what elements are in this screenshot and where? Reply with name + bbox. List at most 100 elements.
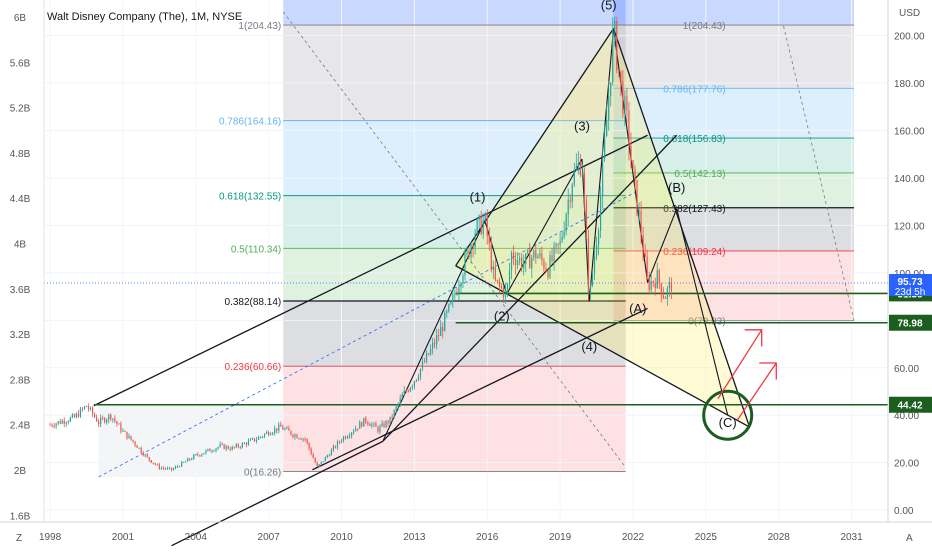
candle-body xyxy=(478,215,480,220)
fib-right-zone xyxy=(613,138,854,173)
candle-body xyxy=(197,454,199,456)
candle-body xyxy=(106,419,108,423)
time-tick-label: 2004 xyxy=(185,532,208,543)
fib-right-zone xyxy=(613,172,854,208)
candle-body xyxy=(168,467,171,469)
candle-body xyxy=(492,266,494,270)
candle-body xyxy=(122,430,124,432)
candle-body xyxy=(292,434,294,437)
candle-body xyxy=(638,211,640,214)
candle-body xyxy=(527,250,529,254)
candle-body xyxy=(166,468,169,470)
candle-body xyxy=(589,284,592,293)
candle-body xyxy=(330,449,333,456)
candle-body xyxy=(49,424,51,426)
fib-left-level-label: 0.382(88.14) xyxy=(225,297,282,308)
fib-left-level-label: 0.5(110.34) xyxy=(231,244,281,255)
price-tick-label: 0.00 xyxy=(894,506,914,517)
candle-body xyxy=(373,423,375,425)
candle-body xyxy=(602,158,604,197)
candle-body xyxy=(213,450,215,452)
candle-body xyxy=(425,353,428,362)
candle-body xyxy=(604,136,606,159)
candle-body xyxy=(547,270,549,278)
candle-body xyxy=(429,348,432,355)
candle-body xyxy=(415,379,418,382)
auto-scale-icon[interactable]: A xyxy=(906,533,913,544)
candle-body xyxy=(264,433,266,437)
time-tick-label: 2022 xyxy=(622,532,645,543)
candle-body xyxy=(217,446,219,449)
candle-body xyxy=(405,390,407,392)
candle-body xyxy=(284,428,286,430)
candle-body xyxy=(162,467,165,469)
candle-body xyxy=(474,233,476,248)
candle-body xyxy=(668,282,671,289)
candle-body xyxy=(136,445,138,448)
volume-tick-label: 1.6B xyxy=(10,511,31,522)
candle-body xyxy=(583,173,586,201)
candle-body xyxy=(397,403,399,407)
candle-body xyxy=(112,418,114,420)
candle-body xyxy=(353,431,355,433)
candle-body xyxy=(261,436,264,438)
time-tick-label: 2016 xyxy=(476,532,499,543)
candle-body xyxy=(229,448,231,450)
candle-body xyxy=(482,220,484,235)
candle-body xyxy=(634,168,636,180)
leg-c xyxy=(676,208,729,416)
candle-body xyxy=(510,252,513,271)
fib-right-level-label: 0.236(109.24) xyxy=(663,247,725,258)
leg-5 xyxy=(588,28,615,302)
candle-body xyxy=(419,368,422,377)
candle-body xyxy=(361,422,363,427)
candle-body xyxy=(452,293,454,302)
candle-body xyxy=(407,391,409,393)
wave-label: (5) xyxy=(601,0,617,12)
target-circle xyxy=(702,389,754,441)
candle-body xyxy=(223,444,225,449)
candle-body xyxy=(189,458,191,460)
candle-body xyxy=(288,427,290,431)
candle-body xyxy=(69,417,71,422)
candle-body xyxy=(294,434,296,437)
fib-left-level-label: 0.786(164.16) xyxy=(219,117,281,128)
candle-body xyxy=(259,436,262,438)
candle-body xyxy=(624,96,626,115)
fib-left-level-label: 0(16.26) xyxy=(244,468,281,479)
shaded-band xyxy=(98,403,284,477)
arrow-up-1 xyxy=(717,329,763,399)
candle-body xyxy=(96,417,98,422)
candle-body xyxy=(201,454,203,456)
candle-body xyxy=(318,464,320,467)
candle-body xyxy=(83,406,86,409)
candle-body xyxy=(61,420,63,424)
candle-body xyxy=(640,211,642,236)
candle-body xyxy=(442,326,444,332)
candle-body xyxy=(506,284,509,290)
candle-body xyxy=(608,96,610,120)
candle-body xyxy=(207,448,209,451)
candle-body xyxy=(257,437,260,440)
candle-body xyxy=(462,275,464,284)
fib-right-level-label: 1(204.43) xyxy=(683,21,726,32)
candle-body xyxy=(563,231,565,237)
candle-body xyxy=(517,260,519,266)
candle-body xyxy=(500,285,503,288)
candle-body xyxy=(349,435,351,437)
candle-body xyxy=(85,406,88,408)
volume-tick-label: 3.6B xyxy=(10,285,31,296)
wave-label: (C) xyxy=(719,415,737,430)
fib-diagonal-left xyxy=(282,11,627,468)
support-price-label: 44.42 xyxy=(897,401,922,412)
candle-body xyxy=(195,454,197,456)
candle-body xyxy=(446,311,448,313)
candle-body xyxy=(438,335,440,337)
candle-body xyxy=(456,293,458,295)
zoom-icon[interactable]: Z xyxy=(16,533,22,544)
candle-body xyxy=(664,297,666,299)
candle-body xyxy=(146,454,148,458)
candle-body xyxy=(626,96,628,111)
